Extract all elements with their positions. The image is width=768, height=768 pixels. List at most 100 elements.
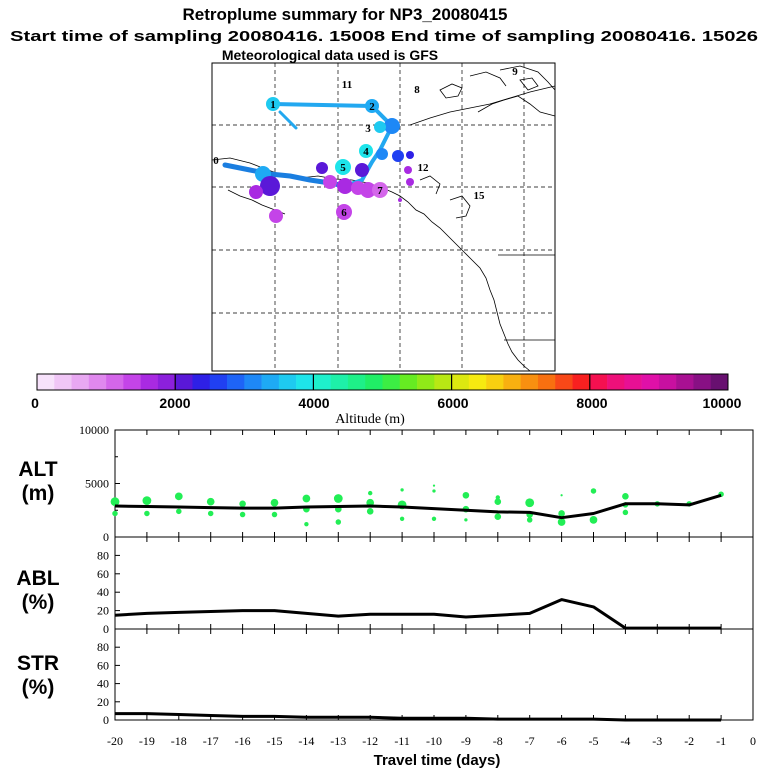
- x-tick-label: -8: [493, 734, 503, 748]
- abl-panel-title: ABL: [16, 567, 59, 590]
- x-tick-label: -13: [330, 734, 346, 748]
- svg-text:15: 15: [474, 190, 486, 202]
- colorbar-swatch: [54, 374, 72, 390]
- alt-panel: 0 5000 10000: [79, 423, 754, 544]
- colorbar-tick-6000: 6000: [437, 395, 468, 411]
- altitude-cluster-point: [622, 493, 629, 500]
- colorbar-swatch: [330, 374, 349, 390]
- colorbar-swatch: [157, 374, 176, 390]
- str-ytick-label: 0: [103, 713, 109, 727]
- colorbar-label: Altitude (m): [335, 412, 405, 427]
- svg-text:3: 3: [365, 123, 371, 135]
- altitude-cluster-point: [110, 497, 120, 507]
- x-tick-label: -19: [139, 734, 155, 748]
- colorbar-swatch: [503, 374, 521, 390]
- altitude-cluster-point: [176, 508, 182, 515]
- colorbar-swatch: [175, 374, 193, 390]
- colorbar-swatch: [37, 374, 55, 390]
- colorbar-swatch: [589, 374, 608, 390]
- str-ytick-label: 80: [97, 640, 109, 654]
- colorbar-swatch: [417, 374, 435, 390]
- x-tick-label: -2: [684, 734, 694, 748]
- colorbar-swatch: [693, 374, 712, 390]
- altitude-cluster-point: [432, 484, 436, 487]
- colorbar-swatch: [520, 374, 539, 390]
- altitude-cluster-point: [557, 518, 566, 526]
- str-panel-frame: [114, 628, 754, 721]
- x-tick-label: -11: [394, 734, 410, 748]
- sampling-times: Start time of sampling 20080416. 15008 E…: [10, 29, 758, 45]
- altitude-cluster-point: [558, 510, 565, 517]
- altitude-cluster-point: [525, 498, 535, 508]
- svg-text:4: 4: [363, 146, 369, 158]
- abl-ytick-label: 0: [103, 622, 109, 636]
- altitude-cluster-point: [366, 508, 374, 515]
- x-tick-label: -7: [525, 734, 535, 748]
- colorbar-swatch: [710, 374, 729, 390]
- met-data-line: Meteorological data used is GFS: [222, 47, 438, 63]
- colorbar-swatch: [347, 374, 366, 390]
- colorbar-swatch: [624, 374, 642, 390]
- x-tick-label: -4: [620, 734, 630, 748]
- svg-text:5: 5: [340, 162, 346, 174]
- map-coastlines: [211, 65, 556, 372]
- alt-series-line: [114, 493, 722, 520]
- colorbar-swatch: [572, 374, 591, 390]
- svg-text:2: 2: [369, 101, 375, 113]
- altitude-cluster-point: [462, 491, 470, 499]
- colorbar-swatch: [658, 374, 677, 390]
- colorbar-swatch: [192, 374, 211, 390]
- x-tick-label: -12: [362, 734, 378, 748]
- colorbar-swatch: [244, 374, 262, 390]
- altitude-cluster-point: [333, 494, 343, 503]
- altitude-cluster-point: [112, 510, 118, 517]
- abl-panel-units: (%): [22, 591, 55, 614]
- altitude-cluster-point: [302, 494, 311, 503]
- abl-ytick-label: 40: [97, 585, 109, 599]
- svg-text:12: 12: [418, 162, 430, 174]
- colorbar-tick-10000: 10000: [703, 395, 742, 411]
- altitude-cluster-point: [271, 511, 278, 518]
- x-tick-label: -9: [461, 734, 471, 748]
- x-tick-label: -20: [107, 734, 123, 748]
- colorbar-tick-2000: 2000: [159, 395, 190, 411]
- colorbar-swatch: [399, 374, 418, 390]
- alt-ytick-label: 5000: [85, 477, 109, 491]
- colorbar-swatch: [451, 374, 470, 390]
- colorbar-swatch: [676, 374, 694, 390]
- x-axis-label: Travel time (days): [374, 752, 501, 768]
- altitude-cluster-point: [399, 516, 405, 522]
- altitude-cluster-point: [400, 488, 404, 492]
- colorbar-swatch: [313, 374, 331, 390]
- abl-ytick-label: 20: [97, 604, 109, 618]
- colorbar-tick-0: 0: [31, 395, 39, 411]
- trajectory-map: 1 2 3 4 5 6 7 8 9 0 11 12 15: [211, 62, 556, 372]
- altitude-cluster-point: [368, 490, 373, 496]
- colorbar-frame: [36, 373, 729, 391]
- altitude-cluster-point: [494, 498, 502, 505]
- svg-text:1: 1: [270, 99, 276, 111]
- trajectory-line-spur: [278, 110, 298, 130]
- map-frame: [211, 62, 556, 372]
- colorbar-swatch: [71, 374, 90, 390]
- svg-text:11: 11: [342, 79, 352, 91]
- colorbar-swatch: [140, 374, 159, 390]
- str-panel-units: (%): [22, 676, 55, 699]
- str-ytick-label: 40: [97, 677, 109, 691]
- x-tick-label: -14: [298, 734, 314, 748]
- altitude-cluster-point: [622, 509, 629, 516]
- svg-text:7: 7: [377, 185, 383, 197]
- abl-ytick-label: 80: [97, 548, 109, 562]
- altitude-colorbar: [36, 373, 729, 391]
- altitude-cluster-point: [560, 494, 563, 497]
- colorbar-tick-4000: 4000: [298, 395, 329, 411]
- altitude-cluster-point: [142, 496, 152, 506]
- altitude-cluster-point: [431, 516, 437, 522]
- map-labels: 1 2 3 4 5 6 7 8 9 0 11 12 15: [213, 66, 518, 219]
- str-series-line: [115, 712, 722, 722]
- colorbar-swatch: [641, 374, 660, 390]
- x-tick-label: -17: [203, 734, 219, 748]
- x-tick-label: -18: [171, 734, 187, 748]
